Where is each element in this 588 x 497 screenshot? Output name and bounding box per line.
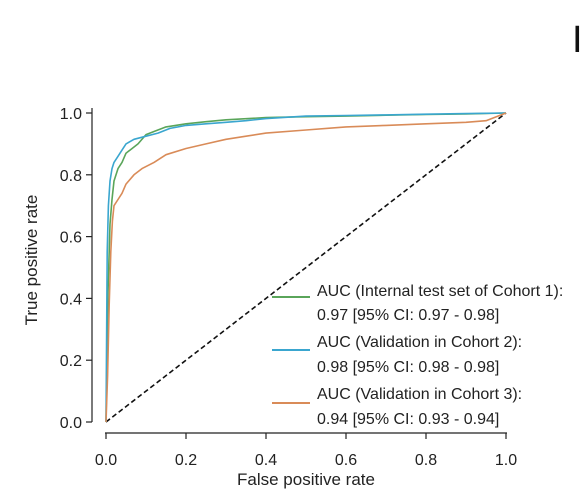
x-tick-label: 0.8: [415, 452, 437, 469]
y-tick-label: 0.2: [60, 353, 82, 370]
roc-curve-series-3: [105, 112, 507, 423]
y-tick-label: 0.4: [60, 291, 82, 308]
legend-entry: AUC (Internal test set of Cohort 1): 0.9…: [272, 283, 563, 324]
roc-curve-series-2: [105, 112, 507, 423]
y-tick-label: 1.0: [60, 106, 82, 123]
x-tick-label: 0.4: [255, 452, 277, 469]
legend-entry: AUC (Validation in Cohort 3): 0.94 [95% …: [272, 386, 522, 428]
y-tick-label: 0.0: [60, 415, 82, 432]
y-tick-label: 0.6: [60, 230, 82, 247]
legend-label-line1: AUC (Validation in Cohort 2):: [317, 334, 522, 351]
y-tick-label: 0.8: [60, 168, 82, 185]
legend-label-line1: AUC (Internal test set of Cohort 1):: [317, 283, 563, 300]
x-tick-label: 0.2: [175, 452, 197, 469]
legend: AUC (Internal test set of Cohort 1): 0.9…: [272, 283, 563, 428]
corner-text: I: [572, 19, 583, 61]
y-axis-label: True positive rate: [22, 195, 41, 326]
x-axis-label: False positive rate: [237, 470, 375, 489]
legend-label-line2: 0.98 [95% CI: 0.98 - 0.98]: [317, 359, 499, 376]
x-tick-label: 0.0: [95, 452, 117, 469]
legend-label-line1: AUC (Validation in Cohort 3):: [317, 386, 522, 403]
x-tick-label: 1.0: [495, 452, 517, 469]
x-ticks: 0.0 0.2 0.4 0.6 0.8 1.0: [95, 433, 517, 469]
y-ticks: 0.0 0.2 0.4 0.6 0.8 1.0: [60, 106, 92, 432]
roc-curves: [105, 112, 507, 423]
reference-diagonal-line: [105, 112, 507, 423]
legend-label-line2: 0.97 [95% CI: 0.97 - 0.98]: [317, 307, 499, 324]
legend-entry: AUC (Validation in Cohort 2): 0.98 [95% …: [272, 334, 522, 376]
x-tick-label: 0.6: [335, 452, 357, 469]
legend-label-line2: 0.94 [95% CI: 0.93 - 0.94]: [317, 411, 499, 428]
